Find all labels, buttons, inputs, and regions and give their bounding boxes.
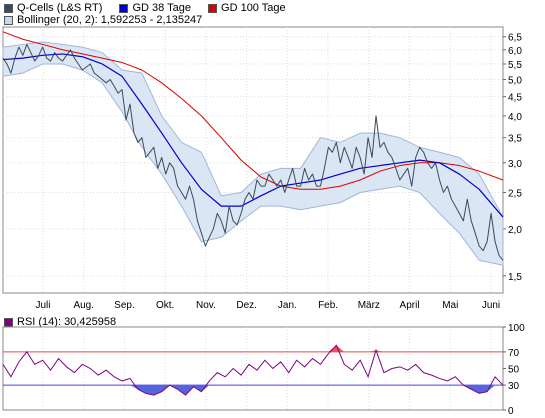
main-legend-row1: Q-Cells (L&S RT) GD 38 Tage GD 100 Tage	[4, 2, 300, 16]
x-tick-label: Juli	[35, 300, 50, 311]
x-tick-label: März	[358, 300, 380, 311]
y-tick-label: 2,0	[508, 225, 522, 236]
y-tick-label: 2,5	[508, 189, 522, 200]
legend-item-rsi: RSI (14): 30,425958	[4, 316, 116, 328]
main-legend-row2: Bollinger (20, 2): 1,592253 - 2,135247	[4, 14, 216, 28]
y-tick-label: 1,5	[508, 272, 522, 283]
x-tick-label: Okt.	[156, 300, 174, 311]
legend-item-qcells: Q-Cells (L&S RT)	[4, 2, 102, 14]
x-tick-label: Dez.	[236, 300, 257, 311]
rsi-y-tick-label: 50	[508, 365, 520, 376]
y-tick-label: 3,0	[508, 159, 522, 170]
rsi-y-tick-label: 70	[508, 348, 520, 359]
legend-item-gd38: GD 38 Tage	[119, 2, 191, 14]
legend-item-bollinger: Bollinger (20, 2): 1,592253 - 2,135247	[4, 14, 202, 26]
rsi-legend: RSI (14): 30,425958	[4, 316, 130, 330]
series-line-qcells	[2, 43, 504, 261]
legend-swatch-bollinger	[4, 15, 13, 25]
x-tick-label: April	[400, 300, 420, 311]
legend-swatch-rsi	[4, 317, 13, 327]
legend-swatch-qcells	[4, 3, 13, 13]
x-tick-label: Nov.	[196, 300, 216, 311]
y-tick-label: 3,5	[508, 134, 522, 145]
rsi-y-tick-label: 30	[508, 381, 520, 392]
y-tick-label: 5,5	[508, 60, 522, 71]
y-tick-label: 5,0	[508, 76, 522, 87]
x-tick-label: Mai	[442, 300, 458, 311]
rsi-line	[2, 344, 504, 396]
legend-label-qcells: Q-Cells (L&S RT)	[17, 2, 103, 14]
x-tick-label: Juni	[482, 300, 500, 311]
x-tick-label: Sep.	[114, 300, 135, 311]
legend-label-bollinger: Bollinger (20, 2): 1,592253 - 2,135247	[17, 14, 203, 26]
y-tick-label: 6,5	[508, 33, 522, 44]
legend-label-gd38: GD 38 Tage	[132, 2, 191, 14]
y-tick-label: 6,0	[508, 46, 522, 57]
x-tick-label: Aug.	[73, 300, 94, 311]
bollinger-band	[2, 41, 504, 266]
y-tick-label: 4,0	[508, 112, 522, 123]
legend-swatch-gd38	[119, 3, 129, 13]
rsi-y-tick-label: 0	[508, 406, 514, 417]
x-tick-label: Feb.	[318, 300, 338, 311]
legend-item-gd100: GD 100 Tage	[208, 2, 286, 14]
y-tick-label: 4,5	[508, 93, 522, 104]
x-tick-label: Jan.	[278, 300, 297, 311]
series-line-gd100	[2, 31, 504, 190]
legend-label-gd100: GD 100 Tage	[221, 2, 286, 14]
legend-label-rsi: RSI (14): 30,425958	[17, 316, 117, 328]
rsi-y-tick-label: 100	[508, 323, 525, 334]
series-line-gd38	[2, 53, 504, 218]
legend-swatch-gd100	[208, 3, 218, 13]
